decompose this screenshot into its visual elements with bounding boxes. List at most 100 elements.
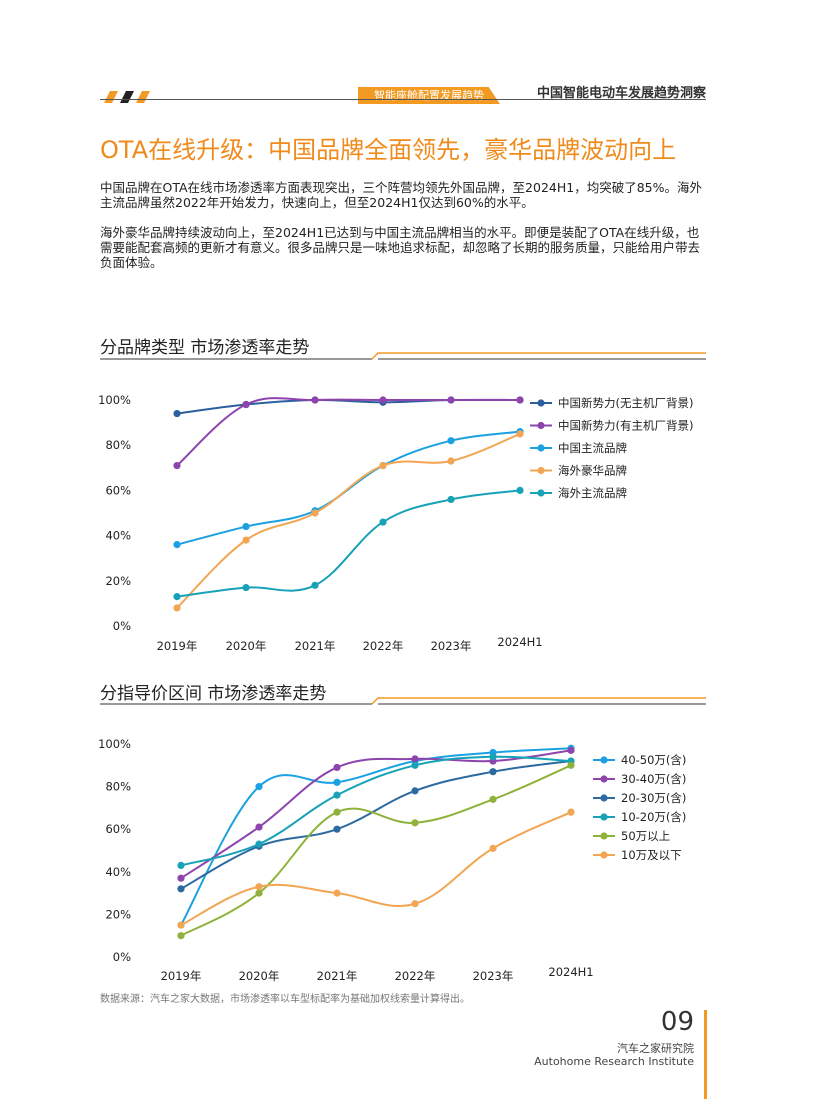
y-tick-label: 20% xyxy=(105,574,131,588)
legend-label: 20-30万(含) xyxy=(621,791,686,805)
section-underline-accent xyxy=(371,352,706,360)
legend-swatch-marker xyxy=(600,775,608,783)
data-point xyxy=(242,400,250,409)
legend-label: 中国新势力(无主机厂背景) xyxy=(558,396,693,410)
data-point xyxy=(242,522,250,531)
legend-swatch-marker xyxy=(537,399,545,407)
legend-label: 30-40万(含) xyxy=(621,772,686,786)
data-point xyxy=(333,889,341,897)
page-number: 09 xyxy=(660,1007,694,1037)
data-point xyxy=(173,409,181,418)
legend-label: 10万及以下 xyxy=(621,848,682,862)
series-line-6 xyxy=(180,811,572,926)
series-line-5 xyxy=(180,764,572,937)
legend-swatch-marker xyxy=(600,813,608,821)
data-point xyxy=(333,808,341,816)
x-tick-label: 2023年 xyxy=(431,639,472,653)
data-point xyxy=(255,823,263,831)
x-tick-label: 2022年 xyxy=(395,969,436,983)
x-tick-label: 2021年 xyxy=(295,639,336,653)
series-line-1 xyxy=(176,398,521,415)
data-point xyxy=(242,583,250,592)
header-stripes xyxy=(104,91,150,103)
x-tick-label: 2024H1 xyxy=(497,635,542,649)
legend-swatch-marker xyxy=(600,756,608,764)
data-point xyxy=(516,430,524,438)
data-point xyxy=(567,808,575,816)
data-point xyxy=(177,861,185,870)
data-point xyxy=(516,486,524,494)
chart2-section-title: 分指导价区间 市场渗透率走势 xyxy=(100,684,327,704)
data-point xyxy=(447,495,455,504)
data-point xyxy=(242,536,250,544)
data-point xyxy=(255,783,263,791)
org-name-cn: 汽车之家研究院 xyxy=(617,1042,694,1055)
data-point xyxy=(255,889,263,897)
x-tick-label: 2022年 xyxy=(363,639,404,653)
data-point xyxy=(177,921,185,929)
section-underline-accent xyxy=(371,697,706,705)
data-point xyxy=(447,396,455,404)
data-point xyxy=(333,778,341,786)
data-point xyxy=(311,509,319,517)
x-tick-label: 2024H1 xyxy=(548,965,593,979)
data-point xyxy=(333,825,341,833)
y-tick-label: 0% xyxy=(113,950,131,964)
series-line-1 xyxy=(180,747,572,926)
data-point xyxy=(411,761,419,769)
y-tick-label: 20% xyxy=(105,907,131,921)
y-tick-label: 80% xyxy=(105,438,131,452)
y-tick-label: 40% xyxy=(105,529,131,543)
data-point xyxy=(177,932,185,940)
y-tick-label: 60% xyxy=(105,822,131,836)
x-tick-label: 2023年 xyxy=(473,969,514,983)
x-tick-label: 2019年 xyxy=(161,969,202,983)
series-line-3 xyxy=(180,760,572,890)
data-point xyxy=(411,755,419,763)
legend-swatch-marker xyxy=(537,466,545,475)
data-point xyxy=(333,763,341,772)
page-title: OTA在线升级：中国品牌全面领先，豪华品牌波动向上 xyxy=(100,136,677,164)
legend-swatch-marker xyxy=(600,832,608,840)
data-point xyxy=(516,396,524,404)
legend-label: 中国主流品牌 xyxy=(558,441,627,455)
data-point xyxy=(447,457,455,465)
data-point xyxy=(173,541,181,549)
data-point xyxy=(379,396,387,404)
chart-1: 0% 20% 40% 60% 80% 100% 2019年 2020年 2021年 2022年 20… xyxy=(98,393,693,653)
data-point xyxy=(173,604,181,612)
legend-label: 海外主流品牌 xyxy=(558,486,627,500)
series-line-5 xyxy=(176,489,521,598)
legend-label: 50万以上 xyxy=(621,829,670,843)
data-point xyxy=(489,844,497,852)
chart-2: 0% 20% 40% 60% 80% 100% 2019年 2020年 2021年 2022年 20… xyxy=(98,737,686,983)
org-name-en: Autohome Research Institute xyxy=(534,1055,694,1068)
data-point xyxy=(255,840,263,848)
legend-swatch-marker xyxy=(537,444,545,452)
data-point xyxy=(177,874,185,882)
x-tick-label: 2021年 xyxy=(317,969,358,983)
x-tick-label: 2019年 xyxy=(157,639,198,653)
header-divider xyxy=(100,99,706,100)
legend-label: 10-20万(含) xyxy=(621,810,686,824)
data-point xyxy=(255,883,263,891)
series-line-4 xyxy=(176,432,521,609)
legend-label: 40-50万(含) xyxy=(621,753,686,767)
data-point xyxy=(567,746,575,754)
data-point xyxy=(489,768,497,776)
legend-label: 海外豪华品牌 xyxy=(558,464,627,478)
report-title: 中国智能电动车发展趋势洞察 xyxy=(536,86,706,101)
data-point xyxy=(173,461,181,470)
data-point xyxy=(411,900,419,908)
y-tick-label: 60% xyxy=(105,483,131,497)
data-point xyxy=(411,787,419,795)
data-point xyxy=(177,885,185,893)
y-tick-label: 0% xyxy=(113,619,131,633)
legend-label: 中国新势力(有主机厂背景) xyxy=(558,419,693,433)
x-tick-label: 2020年 xyxy=(226,639,267,653)
legend-swatch-marker xyxy=(600,794,608,802)
y-tick-label: 100% xyxy=(98,393,131,407)
page-accent-bar xyxy=(704,1010,707,1099)
data-point xyxy=(489,753,497,761)
